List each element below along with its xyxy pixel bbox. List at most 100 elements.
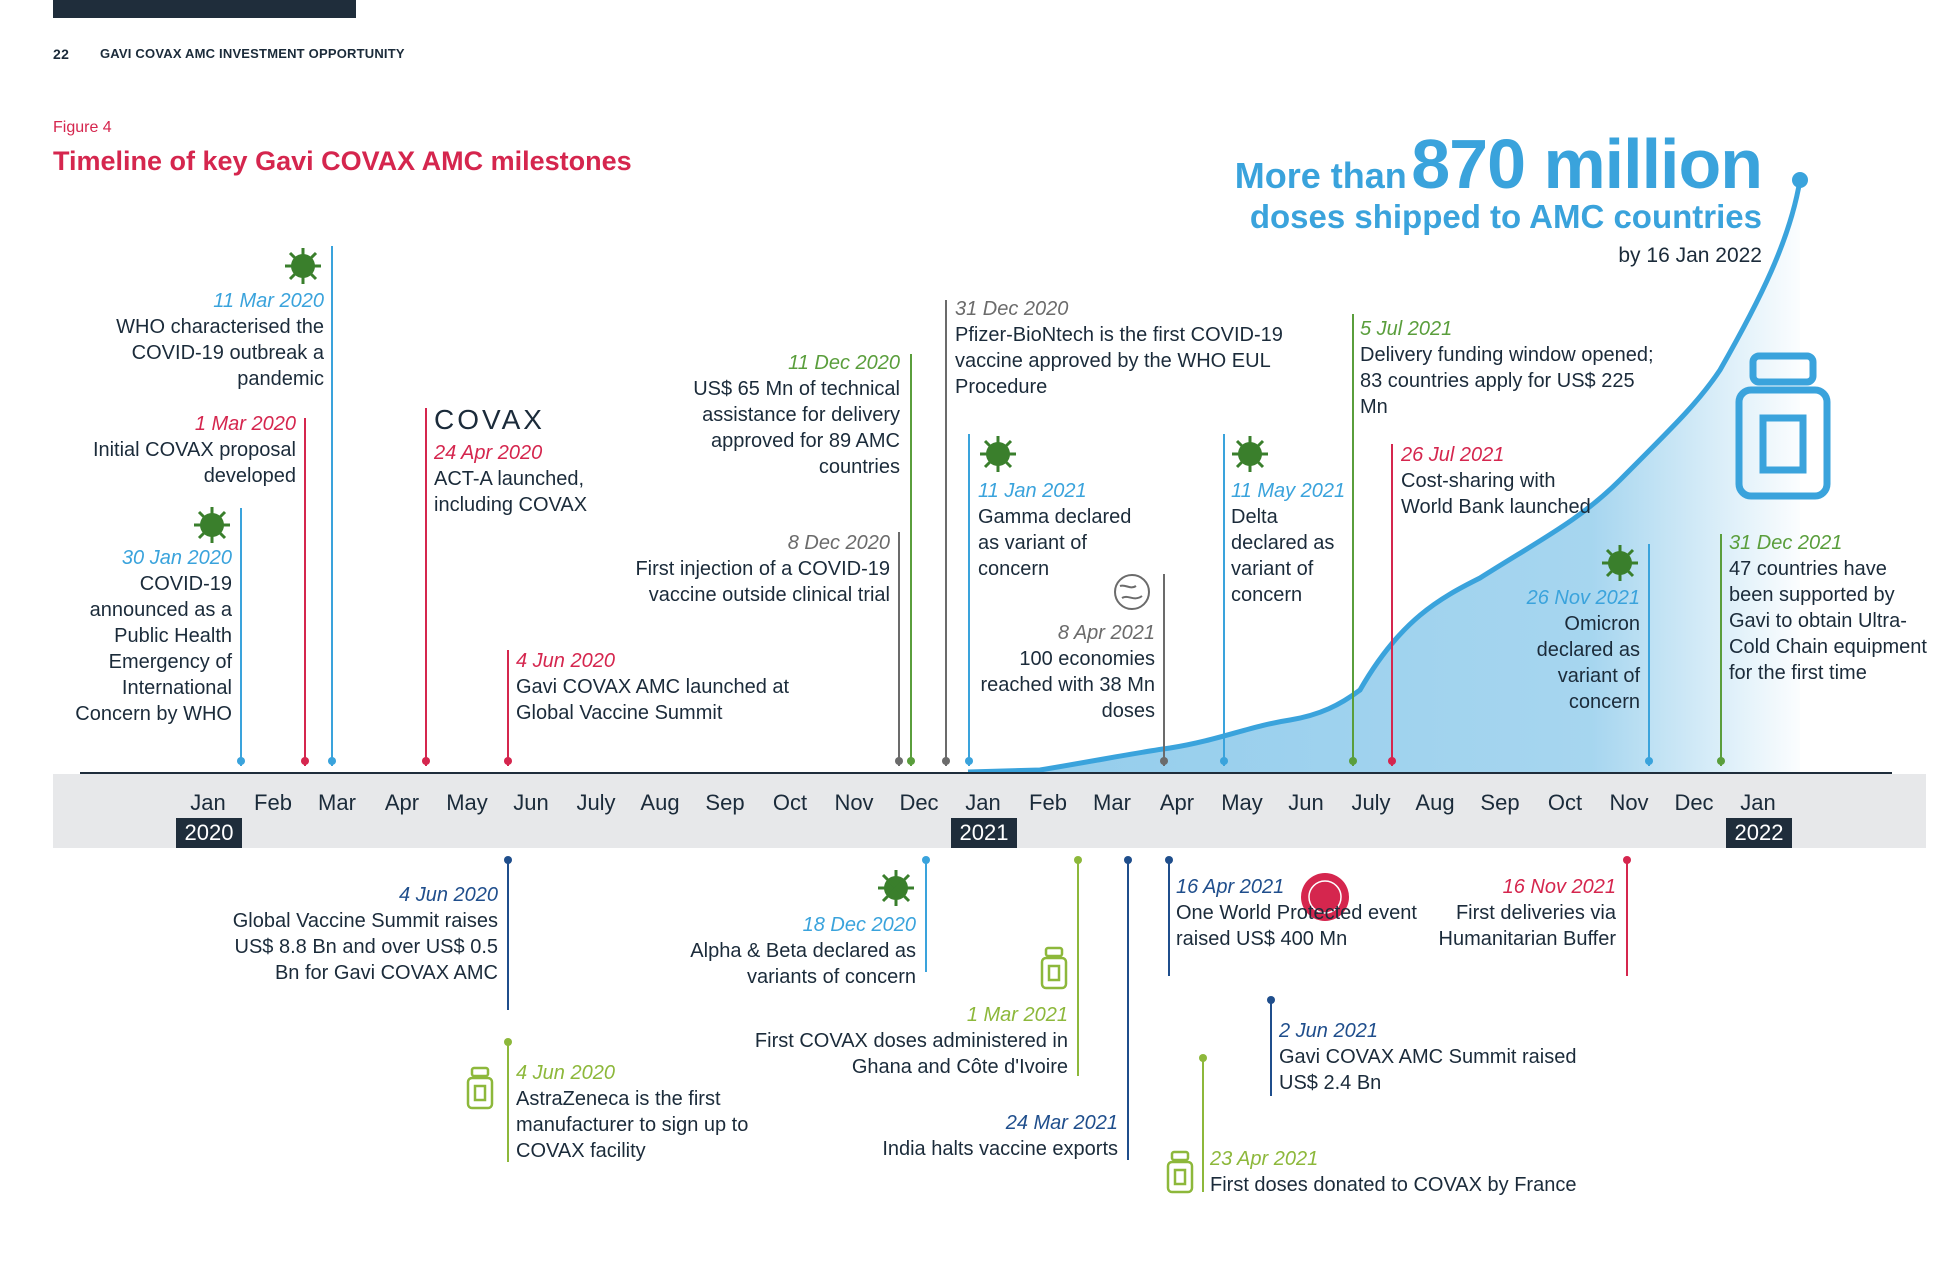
event-11mar2020: 11 Mar 2020 WHO characterised the COVID-…	[44, 288, 324, 392]
event-date: 16 Apr 2021	[1176, 876, 1285, 898]
event-line	[1626, 860, 1628, 976]
event-26jul2021: 26 Jul 2021 Cost-sharing with World Bank…	[1401, 442, 1601, 520]
event-date: 4 Jun 2020	[516, 1062, 615, 1084]
headline: More than 870 million	[1234, 124, 1763, 204]
event-dot	[1074, 856, 1082, 864]
event-line	[1077, 860, 1079, 1076]
month-label: Mar	[1093, 790, 1131, 815]
event-date: 18 Dec 2020	[802, 914, 916, 936]
event-date: 11 Dec 2020	[788, 352, 900, 374]
month-label: Jan	[190, 790, 226, 815]
event-line	[1391, 444, 1393, 766]
month-label: Oct	[772, 790, 808, 815]
event-date: 4 Jun 2020	[516, 650, 615, 672]
month-label: Sep	[1480, 790, 1520, 815]
event-line	[898, 532, 900, 766]
year-label-2021: 2021	[951, 818, 1017, 848]
event-date: 11 Mar 2020	[213, 290, 324, 312]
event-dot	[1267, 996, 1275, 1004]
event-dot	[1165, 856, 1173, 864]
month-label: Dec	[1674, 790, 1714, 815]
vaccine-vial-icon	[1735, 352, 1831, 500]
month-label: Feb	[1029, 790, 1067, 815]
vial-icon	[1040, 946, 1068, 990]
event-text: AstraZeneca is the first manufacturer to…	[516, 1088, 749, 1162]
event-dot	[965, 757, 973, 765]
event-dot	[504, 1038, 512, 1046]
event-date: 24 Apr 2020	[434, 442, 543, 464]
event-text: Gamma declared as variant of concern	[978, 506, 1132, 580]
event-text: Alpha & Beta declared as variants of con…	[690, 940, 916, 988]
event-line	[1352, 314, 1354, 766]
event-line	[331, 246, 333, 766]
event-11dec2020: 11 Dec 2020 US$ 65 Mn of technical assis…	[636, 350, 900, 480]
event-text: Omicron declared as variant of concern	[1536, 613, 1640, 713]
virus-icon	[194, 507, 230, 543]
event-dot	[504, 856, 512, 864]
month-label: Dec	[899, 790, 939, 815]
curve-end-dot	[1792, 172, 1808, 188]
month-label: Jun	[513, 790, 549, 815]
event-16nov2021: 16 Nov 2021 First deliveries via Humanit…	[1426, 874, 1617, 952]
month-label: May	[1221, 790, 1263, 815]
event-text: One World Protected event raised US$ 400…	[1176, 902, 1417, 950]
month-label: July	[576, 790, 616, 815]
event-line	[507, 650, 509, 766]
event-date: 5 Jul 2021	[1360, 318, 1453, 340]
virus-icon	[1602, 545, 1638, 581]
event-dot	[328, 757, 336, 765]
event-30jan2020: 30 Jan 2020 COVID-19 announced as a Publ…	[52, 545, 232, 727]
event-text: Delta declared as variant of concern	[1231, 506, 1335, 606]
event-date: 11 May 2021	[1231, 480, 1346, 502]
event-dot	[422, 757, 430, 765]
event-line	[1270, 1000, 1272, 1096]
event-dot	[1124, 856, 1132, 864]
event-line	[1223, 434, 1225, 766]
event-dot	[1220, 757, 1228, 765]
event-text: First COVAX doses administered in Ghana …	[754, 1030, 1068, 1078]
event-text: Initial COVAX proposal developed	[92, 439, 296, 487]
month-label: Jan	[965, 790, 1001, 815]
event-text: 47 countries have been supported by Gavi…	[1729, 558, 1927, 684]
event-date: 23 Apr 2021	[1210, 1148, 1319, 1170]
event-date: 8 Dec 2020	[787, 532, 890, 554]
event-date: 30 Jan 2020	[121, 547, 232, 569]
event-text: First doses donated to COVAX by France	[1210, 1174, 1577, 1196]
figure-title: Timeline of key Gavi COVAX AMC milestone…	[53, 146, 632, 176]
event-date: 1 Mar 2021	[966, 1004, 1068, 1026]
event-text: Global Vaccine Summit raises US$ 8.8 Bn …	[232, 910, 498, 984]
event-line	[910, 354, 912, 766]
month-label: Apr	[1159, 790, 1195, 815]
event-date: 24 Mar 2021	[1005, 1112, 1118, 1134]
event-dot	[907, 757, 915, 765]
event-text: ACT-A launched, including COVAX	[434, 468, 588, 516]
top-bar	[53, 0, 356, 18]
event-line	[507, 1042, 509, 1162]
event-dot	[1717, 757, 1725, 765]
month-label: Feb	[254, 790, 292, 815]
page-number: 22	[53, 46, 70, 62]
event-text: Cost-sharing with World Bank launched	[1401, 470, 1591, 518]
event-text: Delivery funding window opened; 83 count…	[1360, 344, 1654, 418]
headline-prefix: More than	[1234, 155, 1407, 196]
globe-icon	[1114, 574, 1150, 610]
month-label: Nov	[1609, 790, 1649, 815]
event-text: Gavi COVAX AMC launched at Global Vaccin…	[516, 676, 790, 724]
month-label: Oct	[1547, 790, 1583, 815]
event-dot	[1645, 757, 1653, 765]
event-line	[240, 508, 242, 766]
event-23apr2021: 23 Apr 2021 First doses donated to COVAX…	[1210, 1146, 1650, 1198]
virus-icon	[980, 436, 1016, 472]
event-24apr2020: 24 Apr 2020 ACT-A launched, including CO…	[434, 440, 634, 518]
page-header: GAVI COVAX AMC INVESTMENT OPPORTUNITY	[100, 46, 405, 61]
event-31dec2020: 31 Dec 2020 Pfizer-BioNtech is the first…	[955, 296, 1325, 400]
month-label: Sep	[705, 790, 745, 815]
month-label: Jan	[1740, 790, 1776, 815]
event-16apr2021: 16 Apr 2021 One World Protected event ra…	[1176, 874, 1426, 952]
event-4jun2020-top: 4 Jun 2020 Gavi COVAX AMC launched at Gl…	[516, 648, 836, 726]
curve-line	[967, 179, 1803, 775]
event-dot	[1623, 856, 1631, 864]
month-label: Nov	[834, 790, 874, 815]
event-text: Pfizer-BioNtech is the first COVID-19 va…	[955, 324, 1283, 398]
event-line	[1648, 544, 1650, 766]
